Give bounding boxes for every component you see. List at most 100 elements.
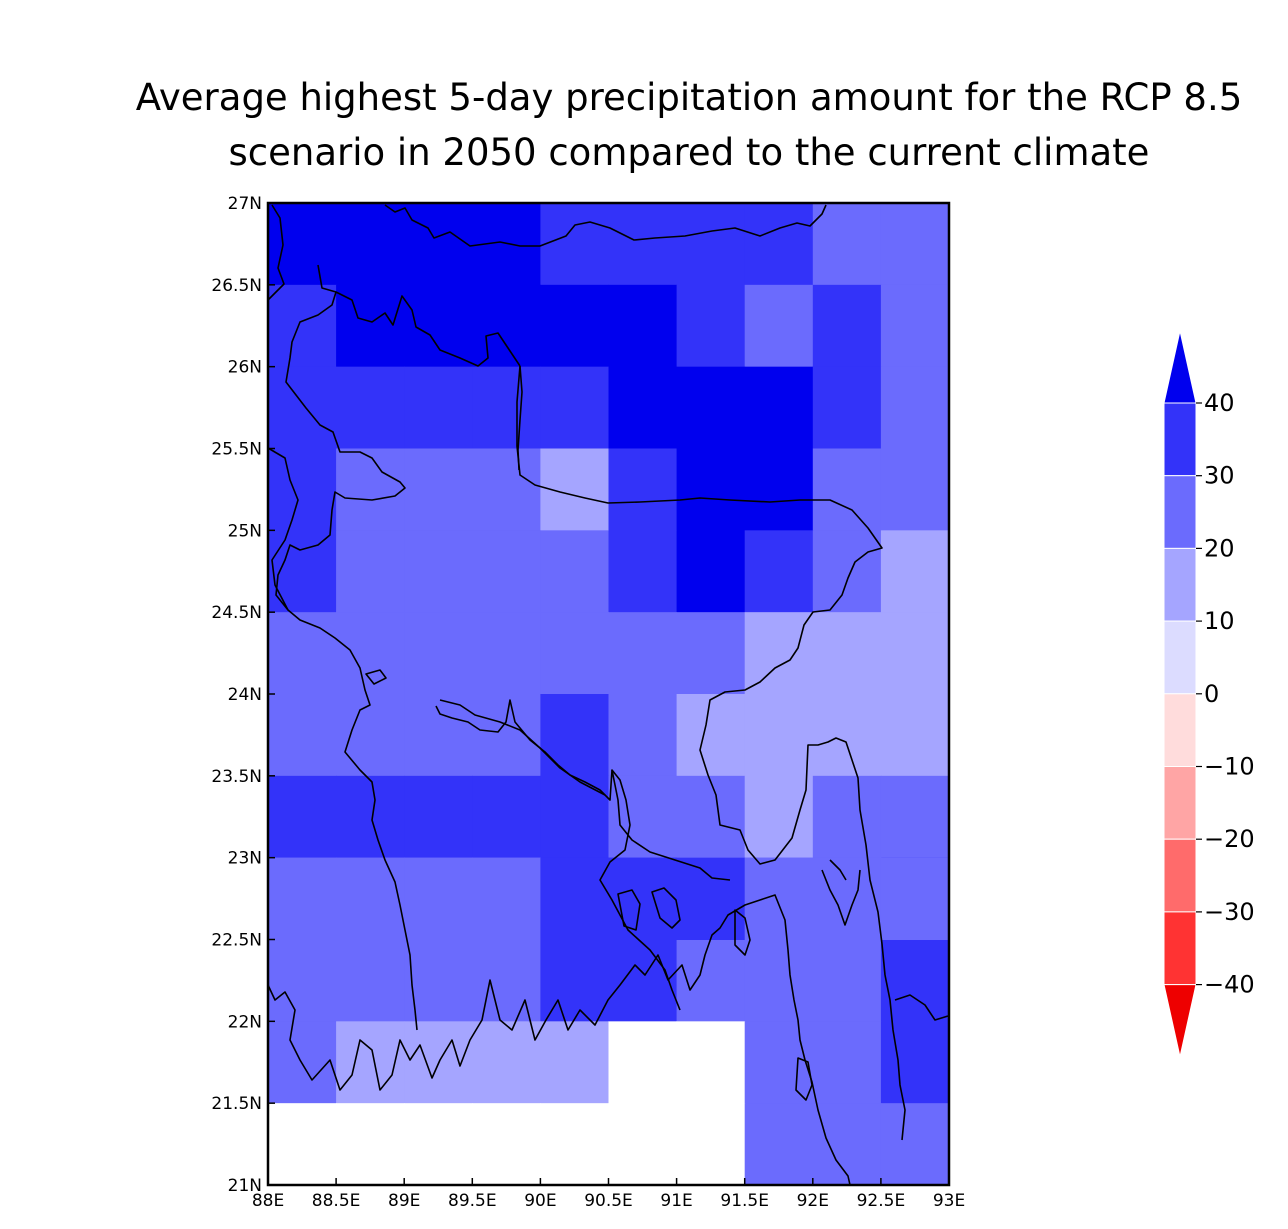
small-oval [365,669,387,685]
grid-cell [812,612,882,695]
grid-cell [880,448,950,531]
grid-cell [540,1103,609,1186]
x-tick-label: 88.5E [312,1191,361,1211]
y-tick-label: 23N [228,849,262,869]
y-tick-label: 22.5N [211,931,262,951]
grid-cell [744,857,814,940]
grid-cell [676,857,746,940]
grid-cell [336,1021,405,1104]
y-tick-label: 23.5N [211,767,262,787]
far-west-line [267,447,299,611]
grid-cell [880,1103,950,1186]
grid-cell [336,448,405,531]
x-tick-label: 90.5E [584,1191,633,1211]
grid-cell [744,530,814,613]
colorbar-segment [1163,911,1197,986]
river-brahmaputra [517,365,523,471]
colorbar-segment [1163,547,1197,622]
grid-cell [812,1021,882,1104]
colorbar-segment [1163,402,1197,477]
grid-cell [404,366,473,449]
grid-cell [404,530,473,613]
y-tick-label: 22N [228,1012,262,1032]
grid-cell [608,857,678,940]
grid-cell [404,284,473,368]
grid-cell [880,857,950,940]
x-tick-label: 91.5E [720,1191,769,1211]
chart-title: Average highest 5-day precipitation amou… [0,70,1288,180]
colorbar-label: −40 [1204,971,1255,999]
grid-cell [812,1103,882,1186]
grid-cell [812,694,882,777]
grid-cell [608,530,678,613]
y-tick-label: 26.5N [211,276,262,296]
grid-cell [472,284,541,368]
grid-cell [812,775,882,859]
grid-cell [540,694,609,777]
x-axis-ticks: 88E 88.5E 89E 89.5E 90E 90.5E 91E 91.5E 92E 92.5E… [252,1178,965,1211]
coastline-and-borders [267,204,949,1186]
grid-cell [744,284,814,368]
colorbar-label: 40 [1204,389,1235,417]
grid-cell [608,203,678,286]
grid-cell [608,284,678,368]
x-tick-label: 88E [252,1191,284,1211]
grid-cell [676,775,746,859]
river-meghna [611,769,731,881]
y-tick-label: 21.5N [211,1094,262,1114]
y-tick-label: 25.5N [211,440,262,460]
grid-cell [472,857,541,940]
grid-cell [744,203,814,286]
grid-cell [880,366,950,449]
grid-cell [472,366,541,449]
x-tick-label: 93E [933,1191,965,1211]
grid-cell [676,366,746,449]
y-tick-label: 24N [228,685,262,705]
small-island-1 [651,887,681,929]
colorbar-segment [1163,693,1197,767]
grid-cell [540,857,609,940]
grid-cell [880,612,950,695]
western-border-line [516,365,886,976]
colorbar-segment [1163,620,1197,695]
y-tick-label: 26N [228,358,262,378]
small-island-2 [617,889,641,931]
small-island-3 [734,909,751,956]
grid-cell [404,203,473,286]
grid-cell [608,448,678,531]
grid-cell [540,530,609,613]
grid-cell [268,366,337,449]
grid-cell [880,775,950,859]
grid-cell [472,612,541,695]
x-tick-label: 92.5E [857,1191,906,1211]
grid-cell [812,284,882,368]
grid-cell [812,857,882,940]
title-line-1: Average highest 5-day precipitation amou… [135,76,1243,119]
x-tick-label: 92E [797,1191,829,1211]
grid-cell [676,1103,746,1186]
grid-cell [336,694,405,777]
grid-cells [268,203,950,1186]
grid-cell [812,366,882,449]
grid-cell [608,1103,678,1186]
grid-cell [744,448,814,531]
x-tick-label: 89.5E [448,1191,497,1211]
grid-cell [676,1021,746,1104]
y-tick-label: 24.5N [211,603,262,623]
chittagong-hill-lines [821,859,861,926]
grid-cell [676,694,746,777]
x-tick-label: 90E [524,1191,556,1211]
grid-cell [540,775,609,859]
y-tick-label: 21N [228,1176,262,1196]
colorbar-segment [1163,766,1197,840]
grid-cell [472,530,541,613]
grid-cell [268,530,337,613]
title-line-2: scenario in 2050 compared to the current… [228,131,1150,174]
grid-cell [744,1103,814,1186]
grid-cell [268,857,337,940]
x-tick-label: 91E [660,1191,692,1211]
y-tick-label: 27N [228,194,262,214]
grid-cell [608,366,678,449]
x-tick-label: 89E [388,1191,420,1211]
